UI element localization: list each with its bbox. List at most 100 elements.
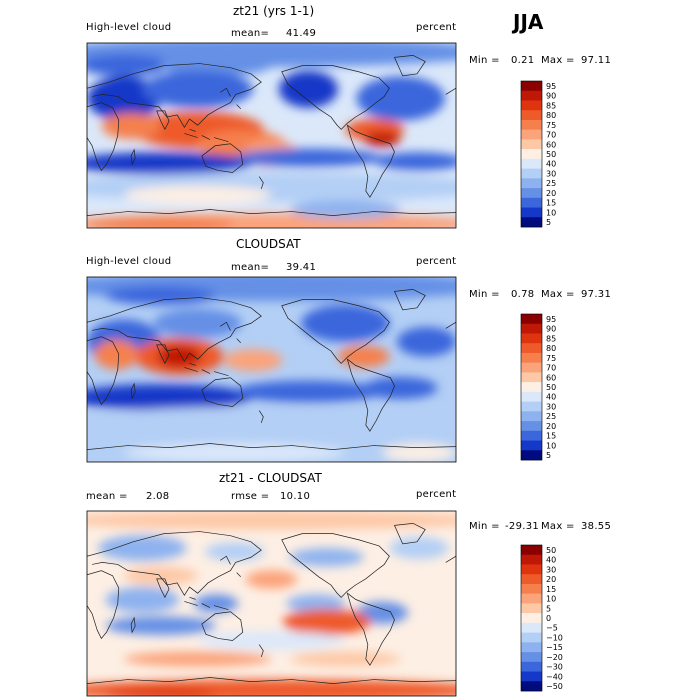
colorbar-tick-label: 85	[546, 101, 556, 110]
field-contour	[87, 54, 169, 77]
colorbar-tick-label: 90	[546, 92, 556, 101]
panel2-title: CLOUDSAT	[236, 237, 301, 251]
colorbar-tick-label: 10	[546, 441, 556, 450]
panel3-min-label: Min =	[469, 521, 500, 532]
panel1-title: zt21 (yrs 1-1)	[233, 4, 315, 18]
colorbar-swatch	[521, 178, 542, 189]
colorbar-tick-label: 80	[546, 344, 556, 353]
colorbar-swatch	[521, 90, 542, 101]
colorbar-swatch	[521, 613, 542, 624]
field-contour	[286, 594, 346, 613]
colorbar-swatch	[521, 207, 542, 218]
colorbar-swatch	[521, 217, 542, 228]
panel3-map-frame	[86, 510, 457, 697]
panel2-map-frame	[86, 276, 457, 463]
colorbar-swatch	[521, 158, 542, 169]
colorbar-tick-label: −30	[546, 663, 563, 672]
panel1-map	[87, 43, 456, 228]
colorbar-frame	[520, 313, 543, 461]
field-contour	[278, 70, 338, 108]
panel2-map	[87, 277, 456, 462]
colorbar-tick-label: 95	[546, 82, 556, 91]
field-contour	[87, 172, 456, 203]
field-contour	[87, 384, 254, 411]
colorbar-tick-label: 60	[546, 373, 556, 382]
colorbar-swatch	[521, 314, 542, 325]
colorbar-swatch	[521, 603, 542, 614]
panel1-variable-label: High-level cloud	[86, 22, 172, 33]
field-contour	[289, 200, 401, 219]
field-contour	[356, 76, 445, 121]
colorbar-tick-label: 95	[546, 315, 556, 324]
colorbar-swatch	[521, 168, 542, 179]
field-contour	[87, 406, 456, 444]
colorbar-tick-label: 15	[546, 585, 556, 594]
colorbar-swatch	[521, 81, 542, 92]
panel2-max-label: Max =	[541, 289, 575, 300]
panel3-units: percent	[416, 489, 457, 500]
colorbar-frame	[520, 544, 543, 692]
colorbar-swatch	[521, 671, 542, 682]
panel3-mean-label: mean =	[86, 491, 128, 502]
colorbar-swatch	[521, 382, 542, 393]
panel1-max-label: Max =	[541, 55, 575, 66]
panel1-min-value: 0.21	[511, 55, 535, 66]
colorbar-swatch	[521, 149, 542, 160]
colorbar-swatch	[521, 574, 542, 585]
panel1-mean-label: mean=	[231, 28, 270, 39]
panel1-mean-value: 41.49	[286, 28, 317, 39]
colorbar-swatch	[521, 622, 542, 633]
colorbar-tick-label: 15	[546, 199, 556, 208]
colorbar-tick-label: 20	[546, 422, 556, 431]
field-contour	[157, 345, 202, 368]
field-contour	[194, 594, 239, 613]
panel3-rmse-value: 10.10	[280, 491, 311, 502]
panel2-mean-value: 39.41	[286, 262, 317, 273]
colorbar-swatch	[521, 554, 542, 565]
colorbar-swatch	[521, 411, 542, 422]
colorbar-tick-label: 5	[546, 604, 551, 613]
field-contour	[87, 511, 456, 530]
colorbar-swatch	[521, 642, 542, 653]
panel2-mean-label: mean=	[231, 262, 270, 273]
field-contour	[101, 113, 161, 140]
field-contour	[153, 308, 242, 339]
panel3-max-value: 38.55	[581, 521, 612, 532]
colorbar-tick-label: 50	[546, 383, 556, 392]
field-contour	[356, 601, 409, 624]
colorbar-swatch	[521, 323, 542, 334]
colorbar-swatch	[521, 450, 542, 461]
panel3-rmse-label: rmse =	[231, 491, 270, 502]
colorbar-swatch	[521, 197, 542, 208]
field-contour	[337, 345, 390, 368]
field-contour	[205, 542, 265, 561]
colorbar-tick-label: 30	[546, 402, 556, 411]
colorbar-tick-label: 20	[546, 189, 556, 198]
field-contour	[123, 185, 272, 204]
panel3-map	[87, 511, 456, 696]
panel3-title: zt21 - CLOUDSAT	[219, 471, 322, 485]
colorbar-tick-label: 10	[546, 208, 556, 217]
field-contour	[363, 131, 401, 147]
field-contour	[301, 304, 390, 342]
field-contour	[282, 609, 372, 635]
panel2-variable-label: High-level cloud	[86, 256, 172, 267]
colorbar-swatch	[521, 139, 542, 150]
colorbar-tick-label: 0	[546, 614, 551, 623]
field-contour	[197, 631, 346, 650]
panel3-min-value: -29.31	[505, 521, 540, 532]
colorbar-tick-label: 75	[546, 354, 556, 363]
panel3-mean-value: 2.08	[146, 491, 170, 502]
colorbar-frame	[520, 80, 543, 228]
colorbar-swatch	[521, 110, 542, 121]
colorbar-tick-label: −20	[546, 653, 563, 662]
colorbar-swatch	[521, 129, 542, 140]
field-contour	[94, 339, 139, 370]
panel3-max-label: Max =	[541, 521, 575, 532]
colorbar-tick-label: 40	[546, 393, 556, 402]
colorbar-tick-label: 20	[546, 575, 556, 584]
colorbar-tick-label: 5	[546, 218, 551, 227]
colorbar-tick-label: 50	[546, 150, 556, 159]
